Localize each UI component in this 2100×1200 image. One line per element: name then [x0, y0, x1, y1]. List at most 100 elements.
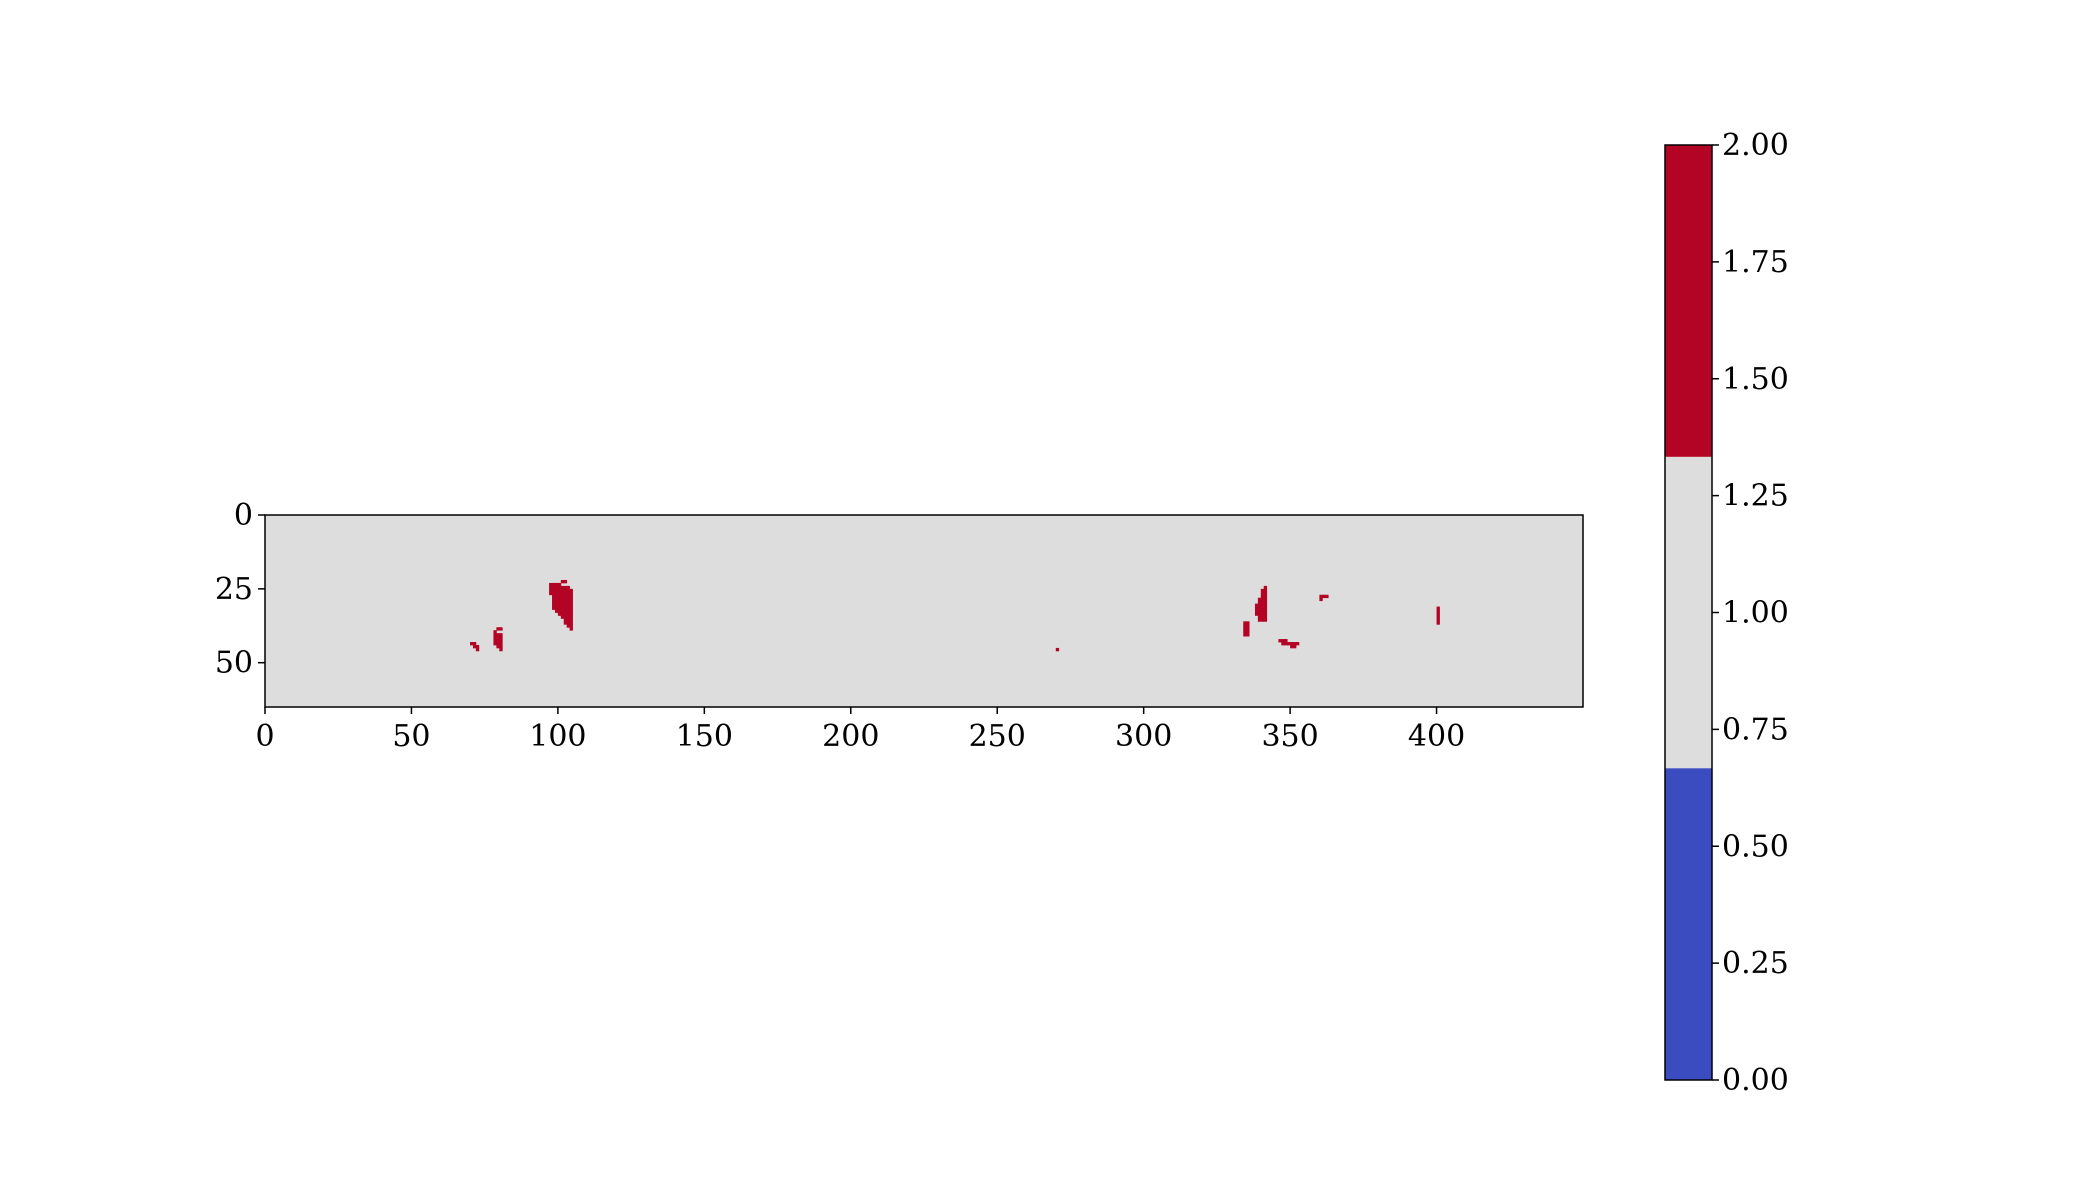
x-tick-label: 50: [392, 719, 430, 754]
colorbar-tick-label: 1.75: [1722, 245, 1789, 280]
heatmap-cell: [496, 644, 500, 649]
heatmap-cell: [1254, 606, 1259, 610]
heatmap-cell: [554, 606, 559, 610]
heatmap-cell: [1263, 591, 1268, 596]
heatmap-cell: [560, 597, 565, 602]
heatmap-cell: [563, 618, 568, 622]
heatmap-cell: [557, 597, 562, 602]
x-axis: 0 50 100 150 200 250 300 350 400: [255, 707, 1465, 754]
heatmap-region-7: [1278, 639, 1300, 649]
heatmap-cell: [557, 582, 562, 587]
colorbar-levels: [1665, 145, 1712, 1080]
heatmap-cell: [560, 612, 565, 616]
heatmap-cell: [1246, 621, 1250, 625]
heatmap-cell: [549, 591, 553, 596]
heatmap-cell: [566, 615, 571, 619]
heatmap-cell: [1257, 615, 1262, 619]
heatmap-cell: [557, 585, 562, 590]
heatmap-cell: [563, 621, 568, 625]
heatmap-cell: [566, 597, 571, 602]
heatmap-cell: [552, 591, 556, 596]
heatmap-cell: [499, 642, 503, 646]
heatmap-cell: [566, 606, 571, 610]
heatmap-cell: [563, 594, 568, 599]
heatmap-cell: [1287, 642, 1291, 646]
colorbar-level: [1665, 768, 1712, 1080]
heatmap-cell: [566, 594, 571, 599]
heatmap-cell: [563, 603, 568, 607]
heatmap-cell: [549, 585, 553, 590]
heatmap-cell: [569, 600, 573, 605]
heatmap-cell: [1263, 615, 1268, 619]
heatmap-cell: [1263, 618, 1268, 622]
heatmap-cell: [557, 612, 562, 616]
colorbar-tick-label: 1.00: [1722, 596, 1789, 631]
heatmap-cell: [1243, 624, 1247, 628]
heatmap-cell: [1284, 639, 1288, 643]
heatmap-axes: 0 50 100 150 200 250 300 350 400 0 25 50: [215, 498, 1584, 754]
colorbar-tick-label: 2.00: [1722, 128, 1789, 163]
heatmap-cell: [1281, 642, 1285, 646]
heatmap-cell: [552, 594, 556, 599]
heatmap-cell: [563, 606, 568, 610]
heatmap-background: [265, 515, 1583, 707]
heatmap-cell: [1254, 609, 1259, 613]
heatmap-cell: [560, 600, 565, 605]
heatmap-cell: [1243, 627, 1247, 631]
heatmap-cell: [1055, 647, 1060, 652]
heatmap-cell: [1260, 591, 1265, 596]
colorbar-tick-label: 0.75: [1722, 712, 1789, 747]
heatmap-cell: [496, 627, 500, 631]
heatmap-cell: [557, 594, 562, 599]
heatmap-cell: [475, 644, 480, 649]
heatmap-cell: [1260, 600, 1265, 605]
heatmap-cell: [493, 633, 497, 637]
heatmap-cell: [552, 597, 556, 602]
heatmap-cell: [569, 627, 573, 631]
y-tick-label: 0: [234, 498, 253, 533]
x-tick-label: 400: [1408, 719, 1465, 754]
heatmap-cell: [499, 644, 503, 649]
heatmap-cell: [560, 591, 565, 596]
heatmap-cell: [1257, 597, 1262, 602]
x-tick-label: 200: [822, 719, 879, 754]
heatmap-cell: [560, 588, 565, 593]
heatmap-cell: [566, 612, 571, 616]
heatmap-cell: [1263, 594, 1268, 599]
colorbar-tick-label: 0.25: [1722, 946, 1789, 981]
heatmap-cell: [1246, 630, 1250, 634]
colorbar-tick-label: 1.50: [1722, 362, 1789, 397]
heatmap-region-5: [1243, 621, 1250, 637]
heatmap-cell: [554, 582, 559, 587]
x-tick-label: 250: [969, 719, 1026, 754]
heatmap-cell: [552, 582, 556, 587]
heatmap-cell: [1243, 630, 1247, 634]
heatmap-cell: [560, 603, 565, 607]
heatmap-cell: [493, 636, 497, 640]
heatmap-cell: [563, 579, 568, 584]
heatmap-cell: [566, 591, 571, 596]
heatmap-cell: [569, 621, 573, 625]
heatmap-cell: [1263, 597, 1268, 602]
heatmap-cell: [569, 618, 573, 622]
heatmap-cell: [493, 642, 497, 646]
heatmap-cell: [560, 579, 565, 584]
y-axis: 0 25 50: [215, 498, 265, 681]
heatmap-cell: [554, 594, 559, 599]
heatmap-cell: [1257, 618, 1262, 622]
heatmap-cell: [554, 600, 559, 605]
heatmap-cell: [470, 642, 474, 646]
heatmap-cell: [569, 597, 573, 602]
heatmap-cell: [1257, 606, 1262, 610]
heatmap-cell: [499, 639, 503, 643]
heatmap-cell: [1260, 609, 1265, 613]
heatmap-cell: [493, 639, 497, 643]
heatmap-cell: [569, 591, 573, 596]
heatmap-cell: [1325, 594, 1329, 599]
heatmap-cell: [1263, 603, 1268, 607]
heatmap-cell: [1263, 585, 1268, 590]
heatmap-cell: [496, 642, 500, 646]
heatmap-cell: [566, 603, 571, 607]
x-tick-label: 350: [1261, 719, 1318, 754]
heatmap-cell: [554, 585, 559, 590]
